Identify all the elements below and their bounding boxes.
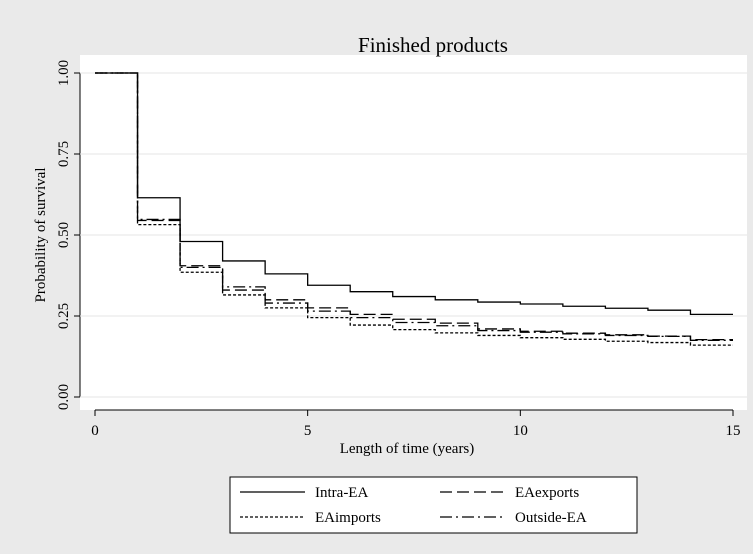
x-tick-label: 15 [726,423,741,439]
x-tick-label: 5 [304,423,312,439]
y-tick-label: 0.50 [56,222,72,248]
x-tick-label: 0 [91,423,99,439]
legend-label: EAexports [515,485,579,501]
y-tick-label: 0.00 [56,384,72,410]
y-tick-label: 0.75 [56,141,72,167]
legend [229,476,638,534]
y-tick-label: 0.25 [56,303,72,329]
legend-label: Intra-EA [315,485,368,501]
y-tick-label: 1.00 [56,60,72,86]
plot-area [80,55,747,410]
survival-line [95,72,733,341]
chart-title: Finished products [358,33,508,57]
x-tick-label: 10 [513,423,528,439]
survival-line [95,72,733,341]
legend-label: Outside-EA [515,510,587,526]
legend-label: EAimports [315,510,381,526]
survival-line [95,72,733,346]
y-axis-label: Probability of survival [33,168,49,303]
survival-line [95,72,733,316]
x-axis-label: Length of time (years) [340,441,475,457]
